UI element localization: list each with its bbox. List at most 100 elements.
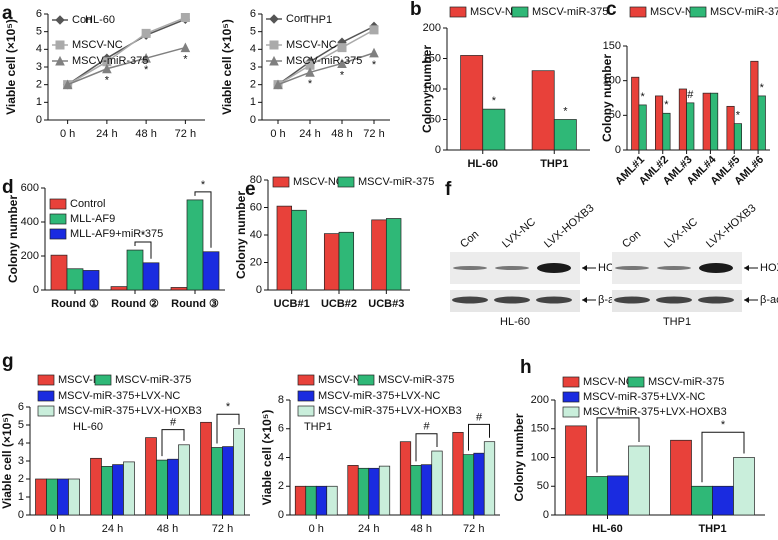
line <box>277 52 375 86</box>
legend-marker <box>269 14 279 24</box>
bar <box>733 457 755 516</box>
bar <box>68 478 80 516</box>
panel-label: g <box>2 351 14 372</box>
x-tick-label: 0 h <box>50 523 65 535</box>
x-tick-label: 48 h <box>411 523 432 535</box>
x-tick-label: UCB#1 <box>274 298 310 310</box>
point <box>337 58 347 68</box>
y-tick-label: 2 <box>36 79 42 91</box>
bar <box>294 485 307 516</box>
y-axis-label: Viable cell (×10⁵) <box>0 413 14 509</box>
cell-label: HL-60 <box>500 316 530 328</box>
x-tick-label: 24 h <box>358 523 379 535</box>
band <box>537 263 571 273</box>
point <box>180 42 191 53</box>
significance-bracket <box>415 433 438 462</box>
legend-marker <box>269 55 279 66</box>
bar <box>50 254 68 291</box>
significance-mark: * <box>664 99 669 111</box>
y-tick-label: 1 <box>18 491 24 503</box>
bar <box>702 92 711 151</box>
legend-label: MSCV-miR-375 <box>710 6 778 18</box>
y-tick-label: 100 <box>423 83 441 95</box>
bar <box>82 270 100 291</box>
bar <box>670 439 692 516</box>
legend-swatch <box>37 390 55 402</box>
legend-swatch <box>629 6 647 18</box>
panel-label: f <box>445 179 452 200</box>
bar <box>170 287 188 291</box>
y-tick-label: 4 <box>36 43 42 55</box>
arrowhead <box>744 297 749 303</box>
bar <box>101 466 113 516</box>
point <box>337 43 347 53</box>
legend-swatch <box>37 374 55 386</box>
point <box>62 79 73 90</box>
legend-label: MSCV-miR-375+LVX-HOXB3 <box>583 406 727 418</box>
bar <box>712 485 734 516</box>
point <box>369 47 379 58</box>
significance-bracket <box>701 431 745 483</box>
protein-label: β-actin <box>760 294 778 306</box>
legend-swatch <box>357 374 375 386</box>
significance-mark: # <box>170 417 177 429</box>
bar <box>726 105 735 151</box>
x-tick-label: 72 h <box>463 523 484 535</box>
legend-swatch <box>449 6 467 18</box>
legend-label: MSCV-NC <box>72 39 123 51</box>
line <box>67 46 186 86</box>
bar <box>57 478 69 516</box>
bar <box>655 95 664 151</box>
y-axis-label: Viable cell (×10⁵) <box>4 19 18 115</box>
significance-mark: * <box>372 59 377 71</box>
chart-title: THP1 <box>304 14 332 26</box>
y-tick-label: 0 <box>615 144 621 156</box>
point <box>102 57 112 67</box>
bar <box>462 454 475 516</box>
bar <box>631 76 640 151</box>
bar <box>145 437 157 516</box>
significance-bracket <box>161 429 185 457</box>
bar <box>156 459 168 516</box>
bar <box>371 219 387 291</box>
bar <box>112 464 124 516</box>
significance-bracket <box>216 413 240 444</box>
legend-swatch <box>297 405 315 417</box>
bar <box>420 464 433 516</box>
panel-label: h <box>520 357 532 378</box>
y-tick-label: 4 <box>18 437 24 449</box>
bar <box>399 441 412 516</box>
bar <box>323 233 340 291</box>
x-tick-label: 48 h <box>157 523 178 535</box>
y-axis-label: Colony number <box>512 413 526 501</box>
significance-bracket <box>596 417 640 473</box>
y-tick-label: 0 <box>278 509 284 521</box>
significance-mark: * <box>226 401 231 413</box>
legend-swatch <box>49 228 67 240</box>
legend-label: MSCV-NC <box>286 39 337 51</box>
panel-label: b <box>410 0 422 20</box>
y-tick-label: 0 <box>543 509 549 521</box>
y-tick-label: 3 <box>36 61 42 73</box>
line <box>277 29 375 86</box>
x-tick-label: Round ① <box>51 298 99 310</box>
significance-bracket <box>468 423 490 451</box>
panel-label: d <box>2 177 14 198</box>
point <box>141 28 151 38</box>
legend-marker <box>55 55 65 66</box>
point <box>369 25 379 35</box>
panel-label: e <box>245 179 256 200</box>
chart-title: HL-60 <box>85 14 115 26</box>
bar <box>368 467 380 516</box>
legend-label: Con <box>72 14 92 26</box>
legend-swatch <box>562 376 580 388</box>
bar <box>46 478 58 516</box>
legend-label: MSCV-NC <box>318 374 369 386</box>
x-tick-label: HL-60 <box>592 523 623 535</box>
legend-swatch <box>337 176 355 188</box>
bar <box>178 444 190 516</box>
y-tick-label: 40 <box>250 229 262 241</box>
significance-mark: # <box>423 421 430 433</box>
significance-mark: * <box>563 105 568 117</box>
y-tick-label: 6 <box>250 8 256 20</box>
